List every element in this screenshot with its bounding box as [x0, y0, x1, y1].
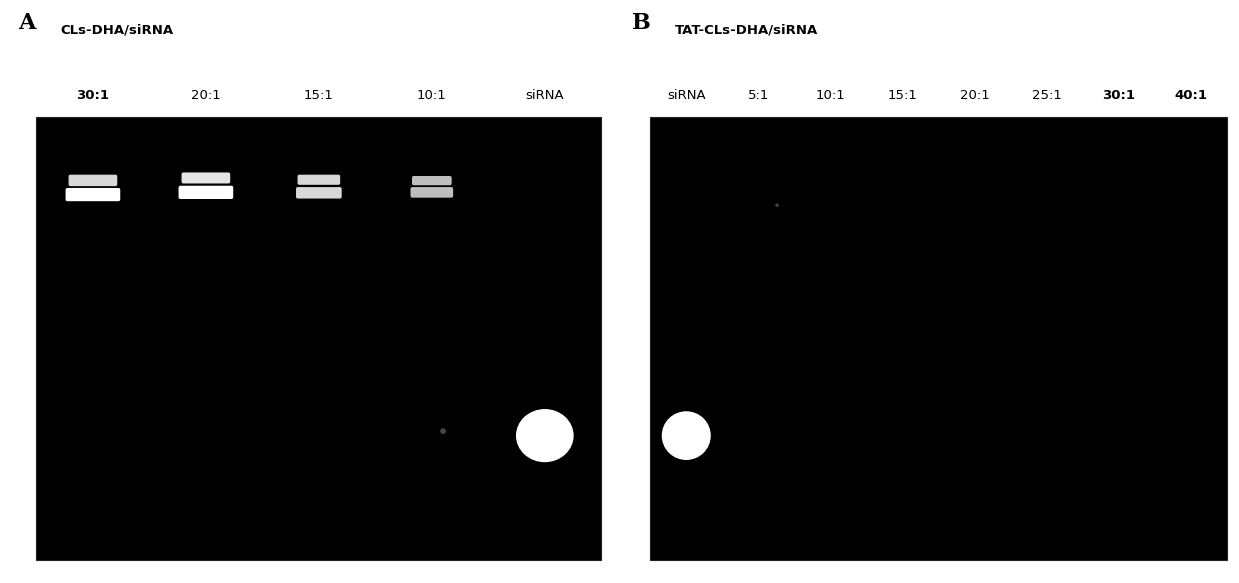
FancyBboxPatch shape	[66, 188, 120, 201]
Text: 15:1: 15:1	[887, 89, 917, 102]
FancyBboxPatch shape	[413, 176, 452, 185]
FancyBboxPatch shape	[178, 186, 233, 199]
FancyBboxPatch shape	[297, 175, 341, 185]
Text: 20:1: 20:1	[960, 89, 990, 102]
Bar	[36, 117, 601, 560]
Bar	[650, 117, 1227, 560]
Text: 10:1: 10:1	[418, 89, 447, 102]
Text: siRNA: siRNA	[667, 89, 705, 102]
Text: 15:1: 15:1	[304, 89, 333, 102]
Text: 5:1: 5:1	[747, 89, 769, 102]
Text: CLs-DHA/siRNA: CLs-DHA/siRNA	[61, 23, 173, 36]
FancyBboxPatch shape	[68, 175, 118, 186]
Text: siRNA: siRNA	[525, 89, 564, 102]
Circle shape	[440, 429, 446, 434]
Text: 30:1: 30:1	[1103, 89, 1135, 102]
Text: TAT-CLs-DHA/siRNA: TAT-CLs-DHA/siRNA	[675, 23, 818, 36]
FancyBboxPatch shape	[410, 187, 453, 198]
FancyBboxPatch shape	[182, 173, 230, 184]
Ellipse shape	[515, 409, 574, 462]
Ellipse shape	[662, 411, 711, 460]
Text: A: A	[19, 12, 36, 34]
Text: 10:1: 10:1	[815, 89, 845, 102]
Text: 25:1: 25:1	[1032, 89, 1062, 102]
Text: 40:1: 40:1	[1175, 89, 1207, 102]
FancyBboxPatch shape	[296, 187, 342, 199]
Text: B: B	[632, 12, 650, 34]
Text: 30:1: 30:1	[77, 89, 109, 102]
Circle shape	[776, 203, 779, 207]
Text: 20:1: 20:1	[191, 89, 221, 102]
